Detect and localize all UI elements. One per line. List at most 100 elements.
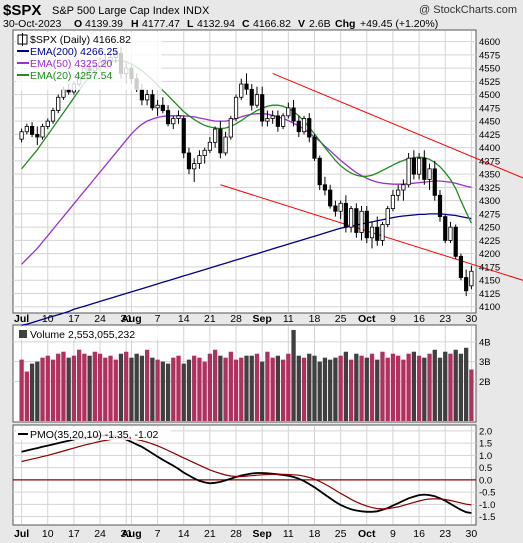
candle-down (249, 88, 254, 106)
candle-down (244, 83, 249, 90)
volume-bar (380, 351, 385, 421)
volume-bar (35, 361, 40, 421)
volume-bar (348, 359, 354, 421)
x-tick-label: Sep (253, 313, 272, 325)
x-tick-label-bottom: Jul (14, 528, 29, 540)
candle-up (286, 107, 291, 117)
price-tick-label: 4225 (479, 236, 500, 247)
volume-bar (113, 359, 118, 421)
volume-bar (422, 357, 427, 421)
candle-up (338, 202, 343, 212)
candle-down (165, 110, 171, 125)
candle-up (254, 94, 260, 106)
candle-up (155, 104, 160, 109)
candle-down (160, 104, 165, 111)
volume-tick-label: 2B (479, 377, 491, 388)
candle-up (359, 210, 364, 233)
price-tick-label: 4250 (479, 223, 500, 234)
volume-bar (260, 361, 265, 421)
candle-up (45, 120, 50, 127)
candle-up (213, 128, 218, 143)
volume-bar (312, 355, 317, 421)
volume-bar (239, 357, 244, 421)
x-tick-label: 25 (335, 313, 347, 325)
price-tick-label: 4350 (479, 170, 500, 181)
x-tick-label-bottom: Sep (253, 528, 272, 540)
x-tick-label-bottom: 7 (155, 528, 161, 540)
volume-bar (87, 355, 92, 421)
volume-bar (270, 357, 275, 421)
x-tick-label-bottom: 23 (439, 528, 451, 540)
volume-bar (71, 355, 77, 421)
volume-bar (134, 353, 139, 421)
x-tick-label-bottom: 9 (390, 528, 396, 540)
volume-bar (186, 359, 192, 421)
volume-bar (181, 363, 186, 421)
candle-down (312, 136, 317, 159)
volume-bar (354, 353, 359, 421)
candle-down (307, 118, 312, 138)
volume-bar (286, 353, 291, 421)
volume-bar (338, 355, 343, 421)
candle-down (464, 277, 469, 292)
volume-bar (359, 355, 364, 421)
trendline (220, 184, 523, 281)
x-tick-label: Aug (121, 313, 141, 325)
x-tick-label: 10 (42, 313, 54, 325)
volume-bar (458, 353, 464, 421)
volume-bar (443, 351, 448, 421)
candle-up (233, 96, 239, 119)
candle-up (427, 168, 432, 180)
x-tick-label-bottom: 17 (68, 528, 80, 540)
candle-down (443, 216, 448, 241)
pmo-tick-label: -1.5 (479, 512, 495, 523)
volume-bar (307, 353, 312, 421)
candle-up (401, 184, 406, 191)
candle-down (422, 157, 427, 180)
x-tick-label-bottom: 28 (230, 528, 242, 540)
x-tick-label-bottom: 18 (309, 528, 321, 540)
price-tick-label: 4100 (479, 302, 500, 313)
volume-bar (97, 353, 103, 421)
volume-key: V (298, 18, 305, 30)
candle-down (354, 208, 359, 233)
x-tick-label: 21 (204, 313, 216, 325)
x-tick-label-bottom: 31 (120, 528, 132, 540)
volume-layer (19, 329, 474, 421)
volume-bar (406, 353, 411, 421)
volume-bar (160, 361, 165, 421)
volume-bar (56, 353, 61, 421)
x-tick-label: 23 (439, 313, 451, 325)
volume-bar (197, 357, 202, 421)
x-tick-label: Oct (358, 313, 376, 325)
index-name: S&P 500 Large Cap Index (52, 5, 180, 17)
volume-bar (296, 355, 301, 421)
volume-bar (375, 359, 380, 421)
volume-bar (192, 355, 197, 421)
x-tick-label-bottom: 16 (413, 528, 425, 540)
volume-bar (427, 353, 432, 421)
volume-bar (155, 359, 160, 421)
volume-bar (118, 353, 124, 421)
trendline (272, 72, 523, 179)
x-tick-label: 18 (309, 313, 321, 325)
volume-bar (61, 351, 66, 421)
candle-up (396, 189, 401, 196)
ohlc-row: O 4139.39 H 4177.47 L 4132.94 C 4166.82 … (74, 18, 438, 30)
price-tick-label: 4525 (479, 77, 500, 88)
candle-up (145, 94, 150, 101)
volume-bar (139, 355, 145, 421)
axis-layer: JulJul1010171724243131AugAug771414212128… (14, 37, 500, 540)
pmo-tick-label: 1.5 (479, 439, 492, 450)
candle-up (416, 157, 422, 175)
ema50-line (21, 113, 472, 265)
low-value: 4132.94 (197, 18, 235, 30)
volume-bar (129, 357, 134, 421)
candle-down (364, 210, 369, 239)
volume-bar (416, 355, 422, 421)
x-tick-label-bottom: 24 (94, 528, 106, 540)
candle-up (202, 149, 207, 156)
candle-down (322, 184, 328, 191)
